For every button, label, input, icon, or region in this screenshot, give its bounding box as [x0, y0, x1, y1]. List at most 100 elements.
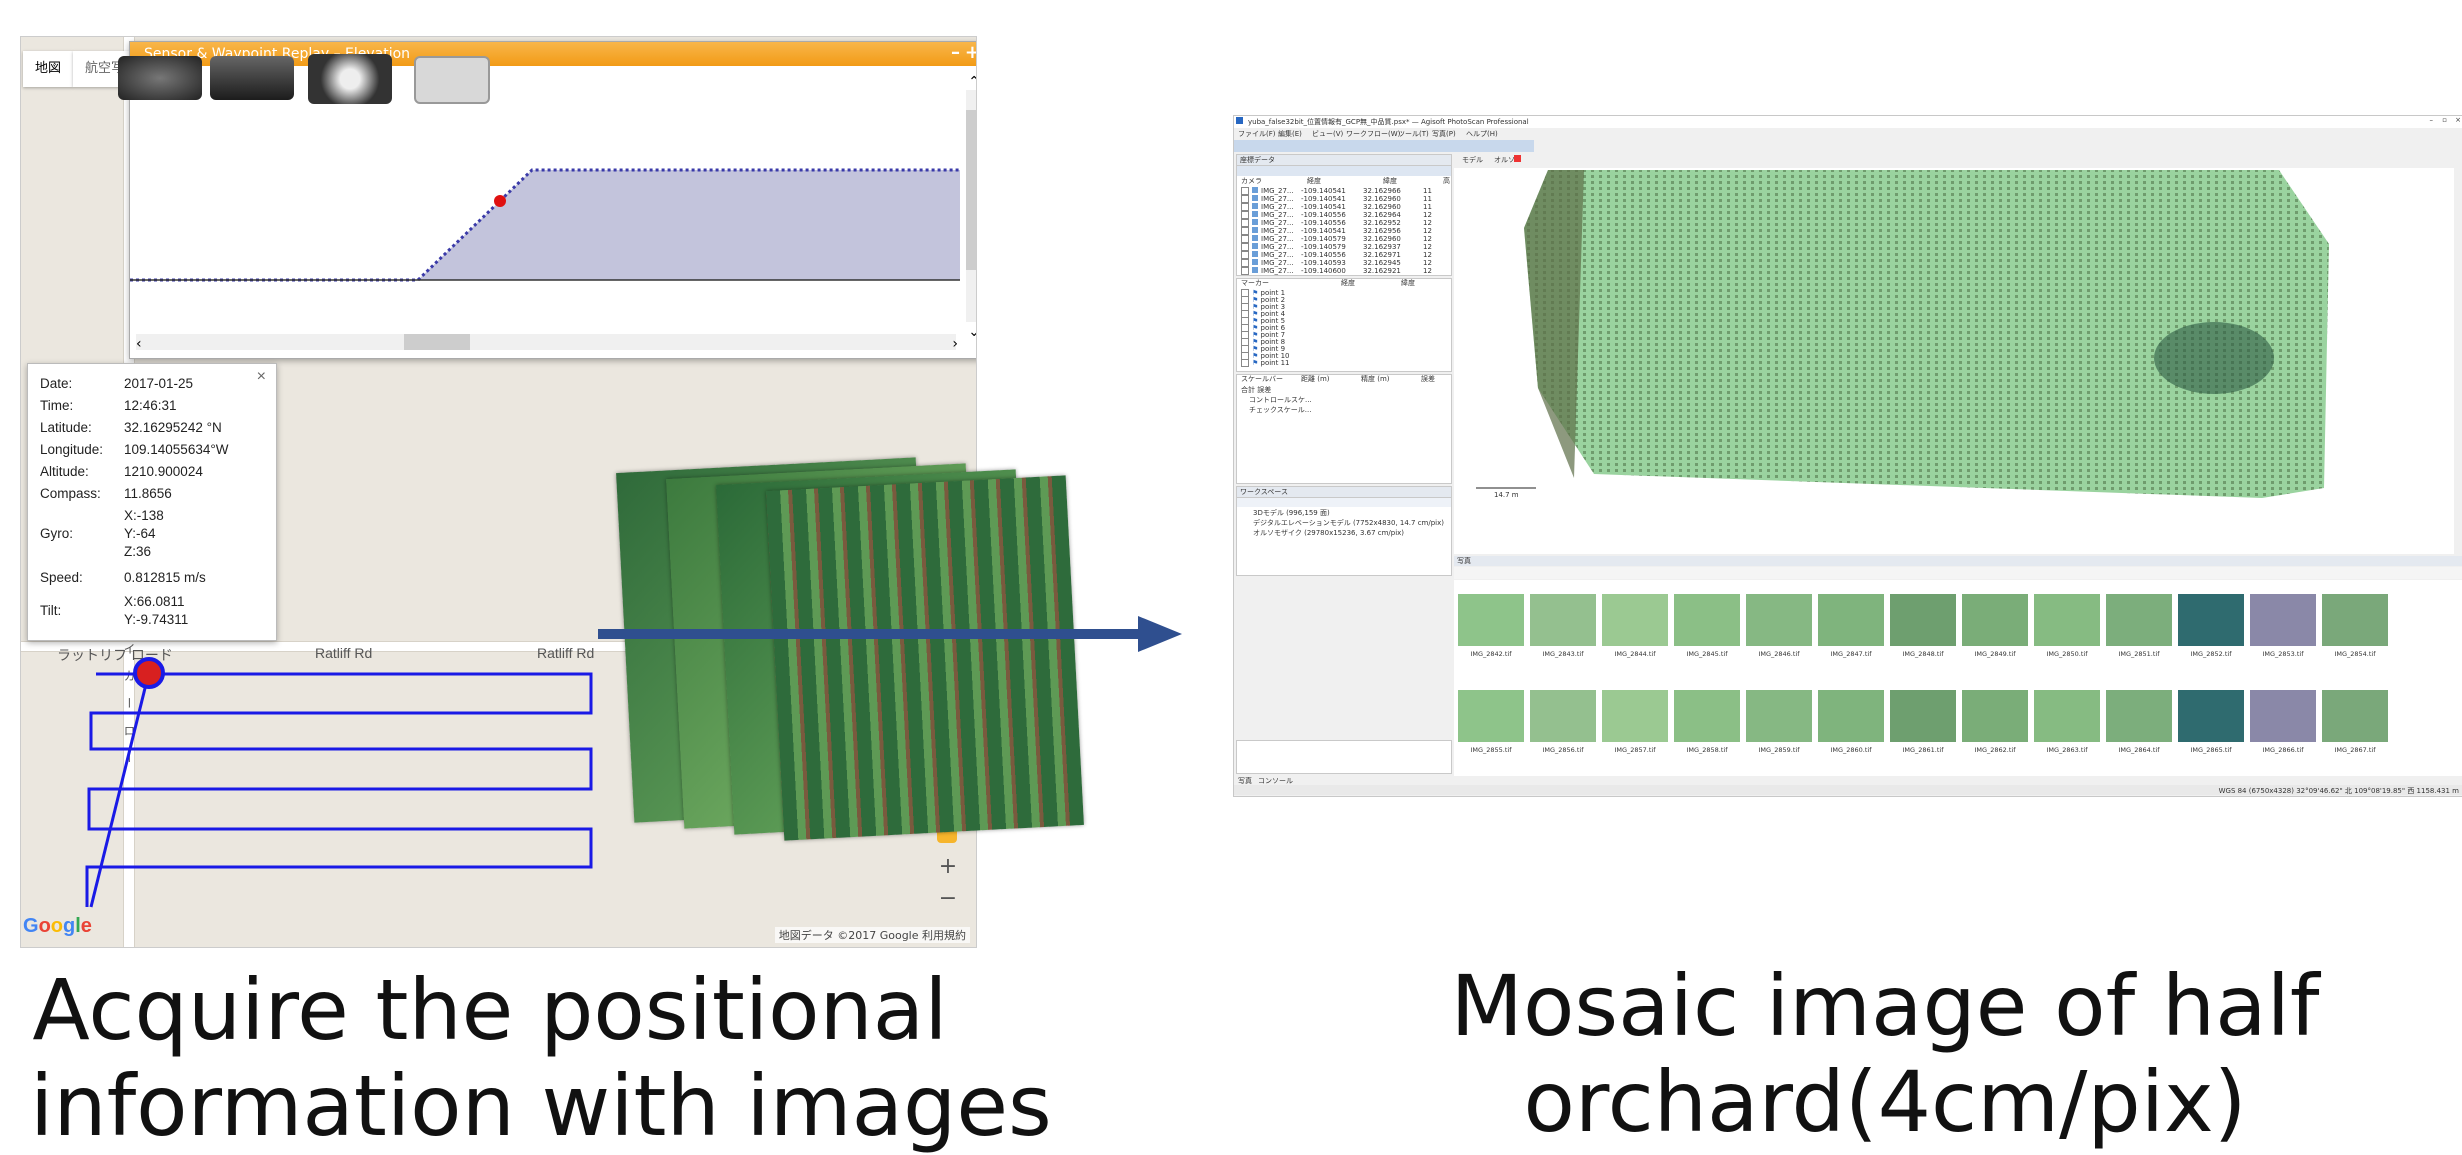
camera-row[interactable]: IMG_27... -109.140579 32.162960 12: [1241, 235, 1432, 244]
menu-workflow[interactable]: ワークフロー(W): [1346, 130, 1401, 138]
camera-checkbox[interactable]: [1241, 235, 1249, 243]
camera-row[interactable]: IMG_27... -109.140556 32.162964 12: [1241, 211, 1432, 220]
camera-row[interactable]: IMG_27... -109.140541 32.162956 12: [1241, 227, 1432, 236]
photo-thumbnail[interactable]: [1602, 690, 1668, 742]
ps-toolbar[interactable]: [1234, 140, 2462, 152]
photo-thumbnail[interactable]: [1530, 690, 1596, 742]
photo-thumbnail[interactable]: [2322, 594, 2388, 646]
workspace-item-dem[interactable]: デジタルエレベーションモデル (7752x4830, 14.7 cm/pix): [1253, 519, 1444, 527]
camera-row[interactable]: IMG_27... -109.140600 32.162921 12: [1241, 267, 1432, 276]
zoom-out-button[interactable]: −: [938, 886, 958, 911]
marker-row[interactable]: ⚑ point 11: [1241, 359, 1290, 368]
camera-checkbox[interactable]: [1241, 187, 1249, 195]
menu-tools[interactable]: ツール(T): [1398, 130, 1429, 138]
camera-row[interactable]: IMG_27... -109.140541 32.162960 11: [1241, 203, 1432, 212]
photo-thumbnail-label: IMG_2855.tif: [1470, 746, 1512, 754]
photo-thumbnail[interactable]: [1890, 594, 1956, 646]
camera-row[interactable]: IMG_27... -109.140556 32.162971 12: [1241, 251, 1432, 260]
close-tab-icon[interactable]: [1514, 155, 1521, 162]
photo-thumbnail[interactable]: [1890, 690, 1956, 742]
photo-thumbnail[interactable]: [1530, 594, 1596, 646]
photo-thumbnail[interactable]: [2034, 594, 2100, 646]
bottom-tab-console[interactable]: コンソール: [1258, 777, 1293, 785]
marker-checkbox[interactable]: [1241, 359, 1249, 367]
reference-toolbar[interactable]: [1237, 166, 1451, 176]
camera-row[interactable]: IMG_27... -109.140556 32.162952 12: [1241, 219, 1432, 228]
zoom-in-button[interactable]: +: [938, 854, 958, 879]
camera-row[interactable]: IMG_27... -109.140593 32.162945 12: [1241, 259, 1432, 268]
photo-thumbnail[interactable]: [2250, 690, 2316, 742]
camera-checkbox[interactable]: [1241, 243, 1249, 251]
horizontal-scroll-thumb[interactable]: [404, 334, 470, 350]
camera-checkbox[interactable]: [1241, 227, 1249, 235]
marker-name: point 8: [1260, 338, 1286, 346]
elevation-window[interactable]: Sensor & Waypoint Replay – Elevation – +…: [118, 41, 976, 359]
ortho-view[interactable]: 14.7 m: [1454, 168, 2454, 554]
camera-checkbox[interactable]: [1241, 259, 1249, 267]
photo-thumbnail[interactable]: [1458, 690, 1524, 742]
photo-thumbnail[interactable]: [2250, 594, 2316, 646]
camera-height: 11: [1423, 187, 1432, 195]
photo-thumbnail[interactable]: [1458, 594, 1524, 646]
photo-thumbnail[interactable]: [2106, 690, 2172, 742]
workspace-pane: ワークスペース 3Dモデル (996,159 面) デジタルエレベーションモデル…: [1236, 486, 1452, 576]
photo-thumbnail[interactable]: [1746, 690, 1812, 742]
camera-checkbox[interactable]: [1241, 203, 1249, 211]
menu-photo[interactable]: 写真(P): [1432, 130, 1456, 138]
photo-thumbnail[interactable]: [1962, 594, 2028, 646]
workspace-item-3d-model[interactable]: 3Dモデル (996,159 面): [1253, 509, 1330, 517]
camera-lon: -109.140593: [1301, 259, 1346, 267]
close-icon[interactable]: ×: [256, 368, 266, 385]
window-minimize-icon[interactable]: –: [2429, 116, 2434, 124]
camera-checkbox[interactable]: [1241, 211, 1249, 219]
elevation-vertical-scrollbar[interactable]: [966, 90, 976, 322]
photo-thumbnail[interactable]: [1674, 690, 1740, 742]
camera-row[interactable]: IMG_27... -109.140541 32.162966 11: [1241, 187, 1432, 196]
photo-thumbnail[interactable]: [1674, 594, 1740, 646]
scroll-down-icon[interactable]: ⌄: [968, 324, 976, 340]
photo-thumbnail[interactable]: [2322, 690, 2388, 742]
elevation-horizontal-scrollbar[interactable]: [136, 334, 956, 350]
ps-title: yuba_false32bit_位置情報有_GCP無_中品質.psx* — Ag…: [1248, 118, 1529, 126]
menu-edit[interactable]: 編集(E): [1278, 130, 1302, 138]
tab-model[interactable]: モデル: [1462, 156, 1483, 164]
photo-thumbnail[interactable]: [2034, 690, 2100, 742]
camera-row[interactable]: IMG_27... -109.140541 32.162960 11: [1241, 195, 1432, 204]
photo-thumbnail[interactable]: [1602, 594, 1668, 646]
photo-thumbnail[interactable]: [1818, 594, 1884, 646]
photos-toolbar[interactable]: [1454, 567, 2462, 579]
photo-thumbnail[interactable]: [1962, 690, 2028, 742]
window-maximize-icon[interactable]: ▫: [2442, 116, 2447, 124]
window-close-icon[interactable]: ×: [2455, 116, 2461, 124]
camera-row[interactable]: IMG_27... -109.140579 32.162937 12: [1241, 243, 1432, 252]
workspace-item-ortho[interactable]: オルソモザイク (29780x15236, 3.67 cm/pix): [1253, 529, 1405, 537]
scroll-left-icon[interactable]: ‹: [136, 336, 142, 352]
camera-checkbox[interactable]: [1241, 195, 1249, 203]
photo-thumbnail[interactable]: [1746, 594, 1812, 646]
scroll-right-icon[interactable]: ›: [952, 336, 958, 352]
photo-thumbnail-label: IMG_2866.tif: [2262, 746, 2304, 754]
camera-lat: 32.162964: [1363, 211, 1401, 219]
map-type-map-button[interactable]: 地図: [23, 51, 74, 87]
maximize-button[interactable]: +: [965, 42, 976, 64]
photoscan-window[interactable]: yuba_false32bit_位置情報有_GCP無_中品質.psx* — Ag…: [1233, 115, 2462, 797]
camera-checkbox[interactable]: [1241, 267, 1249, 275]
scroll-up-icon[interactable]: ⌃: [968, 74, 976, 90]
photo-thumbnail-label: IMG_2856.tif: [1542, 746, 1584, 754]
photo-thumbnail[interactable]: [2178, 690, 2244, 742]
bottom-tab-photos[interactable]: 写真: [1238, 777, 1252, 785]
tab-ortho[interactable]: オルソ: [1494, 156, 1515, 164]
photo-thumbnail[interactable]: [2106, 594, 2172, 646]
camera-checkbox[interactable]: [1241, 219, 1249, 227]
vertical-scroll-thumb[interactable]: [966, 110, 976, 270]
photo-thumbnail[interactable]: [1818, 690, 1884, 742]
photo-thumbnail-label: IMG_2844.tif: [1614, 650, 1656, 658]
menu-help[interactable]: ヘルプ(H): [1466, 130, 1498, 138]
menu-file[interactable]: ファイル(F): [1238, 130, 1276, 138]
menu-view[interactable]: ビュー(V): [1312, 130, 1344, 138]
photo-thumbnail[interactable]: [2178, 594, 2244, 646]
map-attribution[interactable]: 地図データ ©2017 Google 利用規約: [774, 927, 970, 943]
workspace-toolbar[interactable]: [1237, 498, 1451, 507]
camera-checkbox[interactable]: [1241, 251, 1249, 259]
minimize-button[interactable]: –: [951, 42, 960, 63]
